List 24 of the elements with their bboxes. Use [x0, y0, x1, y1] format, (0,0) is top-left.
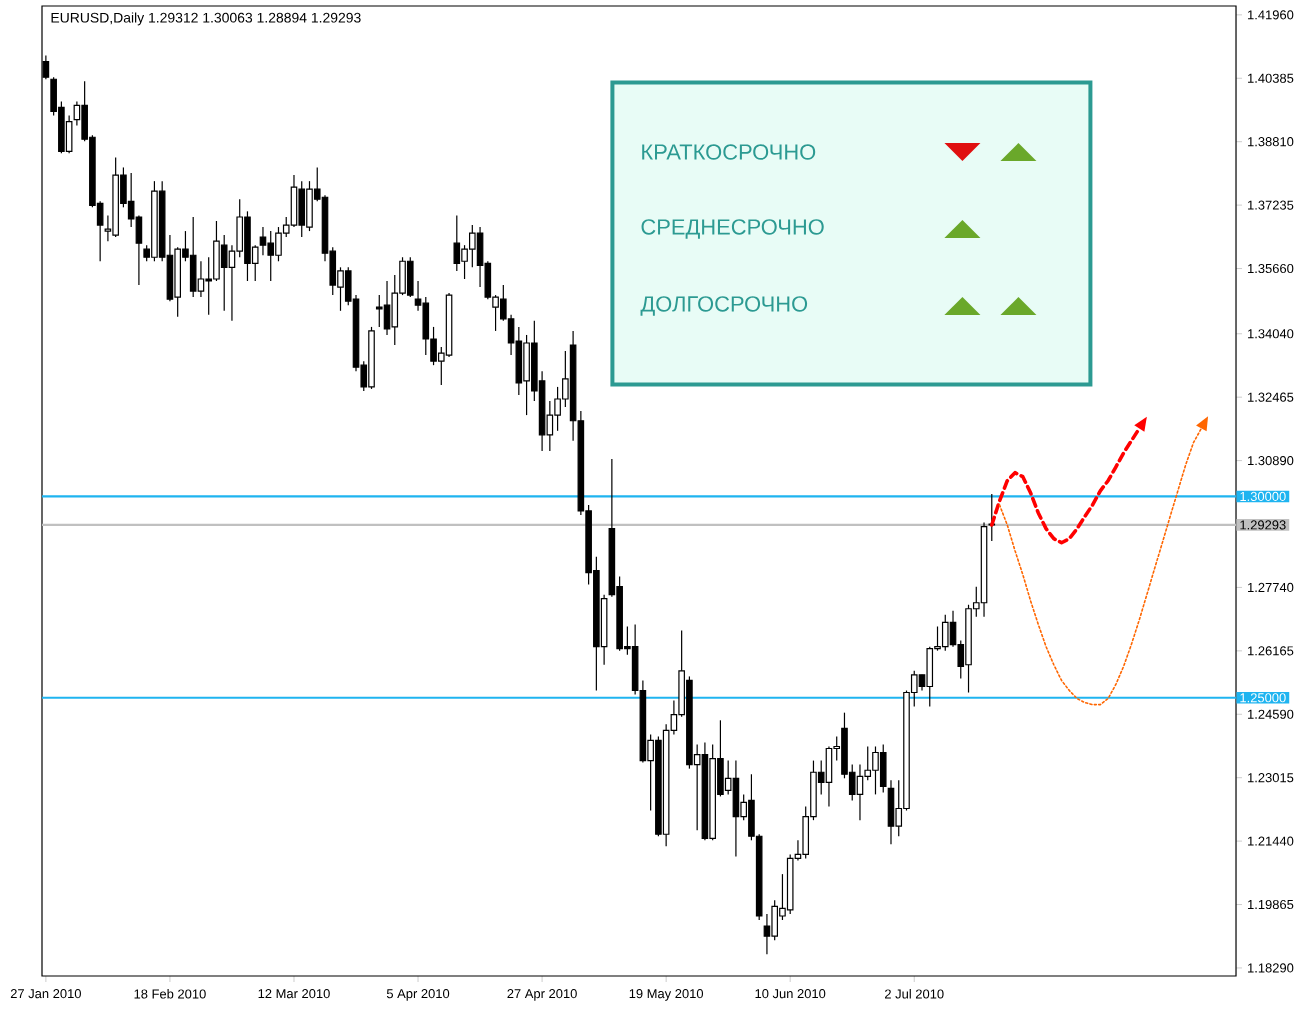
candlestick — [468, 224, 476, 268]
annotation: КРАТКОСРОЧНО — [642, 144, 816, 160]
candlestick — [856, 764, 864, 821]
candlestick — [189, 216, 197, 298]
candlestick — [267, 230, 275, 282]
annotation: СРЕДНЕСРОЧНО — [641, 219, 824, 239]
candlestick — [298, 180, 306, 238]
candlestick — [306, 180, 313, 232]
candlestick — [275, 226, 282, 262]
candlestick — [825, 745, 833, 808]
candlestick — [523, 334, 530, 416]
candlestick — [197, 260, 205, 298]
candlestick — [453, 214, 461, 272]
annotation: ДОЛГОСРОЧНО — [640, 296, 808, 316]
candlestick — [213, 220, 220, 282]
candlestick — [244, 210, 251, 282]
candlestick — [926, 646, 934, 708]
candlestick — [554, 386, 561, 432]
candlestick — [259, 226, 267, 256]
candlestick — [872, 745, 879, 795]
candlestick — [732, 759, 740, 858]
candlestick — [383, 280, 391, 336]
candlestick — [290, 174, 298, 228]
candlestick — [941, 614, 949, 652]
